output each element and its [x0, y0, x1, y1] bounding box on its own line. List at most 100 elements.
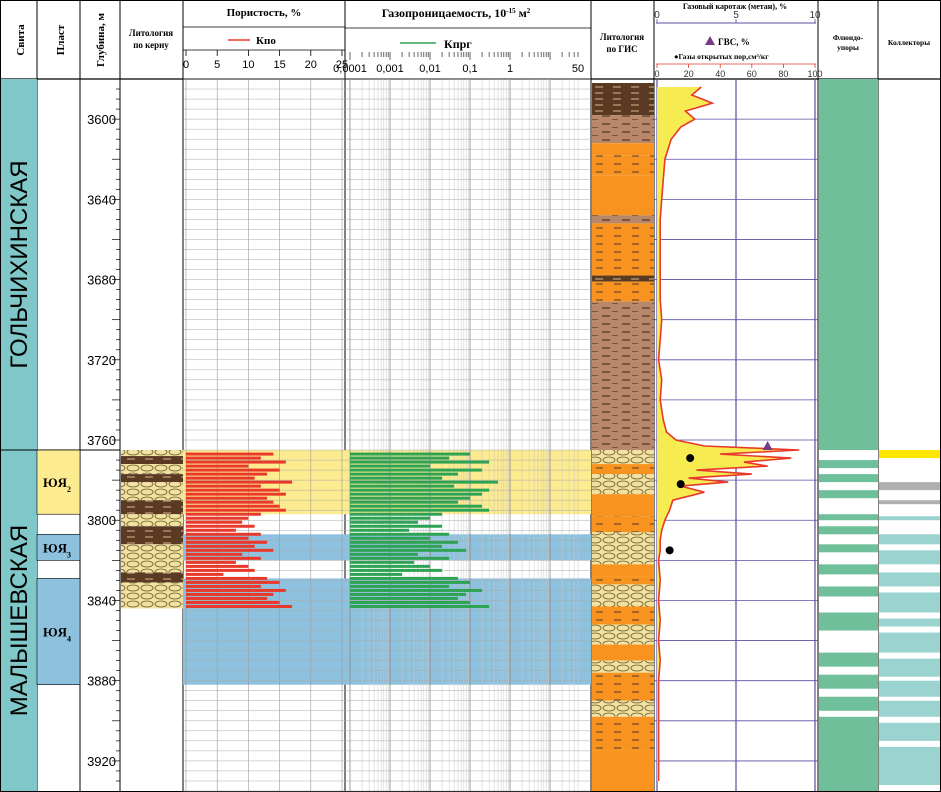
open-pore-gas-point: [686, 454, 695, 463]
perm-bar: [350, 492, 483, 496]
header-lith-core-2: по керну: [133, 40, 169, 50]
perm-bar: [350, 468, 483, 472]
porosity-bar: [186, 580, 280, 584]
gis-lith-interval: [592, 532, 654, 565]
gis-lithology-column: [592, 83, 654, 791]
formation-band: [1, 79, 37, 451]
gvs-marker: [762, 441, 773, 451]
porosity-bar: [186, 520, 243, 524]
header-fluid-1: Флюидо-: [833, 33, 864, 42]
fluid-seal-gap: [819, 450, 878, 461]
perm-bar: [350, 564, 431, 568]
collector-interval: [879, 592, 940, 613]
porosity-bar: [186, 464, 249, 468]
porosity-tick-label: 20: [305, 59, 317, 71]
gis-lith-interval: [592, 564, 654, 577]
porosity-bar: [186, 604, 293, 608]
gas-bottom-tick-label: 60: [747, 69, 757, 79]
porosity-tick-label: 0: [183, 59, 189, 71]
core-lith-interval: [121, 514, 183, 527]
collector-column: [879, 450, 940, 785]
perm-bar: [350, 584, 450, 588]
porosity-bar: [186, 460, 286, 464]
perm-bar: [350, 496, 471, 500]
porosity-bar: [186, 584, 261, 588]
porosity-bar: [186, 540, 268, 544]
gis-lith-interval: [592, 83, 654, 116]
perm-tick-label: 50: [572, 63, 584, 75]
collector-interval: [879, 632, 940, 653]
porosity-bar: [186, 496, 268, 500]
core-lith-interval: [121, 482, 183, 501]
gas-top-tick-labels: 0 5 10: [654, 10, 821, 23]
header-lith-core-1: Литология: [129, 28, 173, 38]
collector-interval: [879, 680, 940, 697]
porosity-bar: [186, 552, 243, 556]
gas-bottom-tick-label: 100: [807, 69, 822, 79]
perm-tick-label: 0,1: [462, 63, 477, 75]
perm-tick-label: 0,01: [419, 63, 440, 75]
porosity-bar: [186, 588, 286, 592]
porosity-bar: [186, 500, 274, 504]
porosity-tick-label: 5: [214, 59, 220, 71]
perm-legend-label: Кпрг: [444, 37, 472, 51]
collector-interval: [879, 572, 940, 587]
collector-interval: [879, 516, 940, 521]
perm-bar: [350, 532, 450, 536]
svita-column: ГОЛЬЧИХИНСКАЯ МАЛЫШЕВСКАЯ: [0, 79, 120, 791]
porosity-bar: [186, 476, 255, 480]
porosity-bar: [186, 504, 280, 508]
depth-label: 3920: [87, 754, 116, 769]
perm-bar: [350, 604, 490, 608]
gas-top-tick-label: 0: [654, 10, 660, 21]
porosity-bar: [186, 560, 236, 564]
perm-bar: [350, 556, 450, 560]
porosity-bar: [186, 492, 286, 496]
perm-tick-label: 1: [507, 63, 513, 75]
perm-bar: [350, 596, 458, 600]
gis-lith-interval: [592, 672, 654, 701]
perm-bar: [350, 484, 455, 488]
core-lith-interval: [121, 572, 183, 583]
perm-bar: [350, 560, 415, 564]
porosity-bar: [186, 512, 261, 516]
perm-bar: [350, 452, 471, 456]
porosity-bar: [186, 572, 224, 576]
porosity-bar: [186, 536, 249, 540]
fluid-seal-gap: [819, 468, 878, 475]
perm-bar: [350, 580, 471, 584]
fluid-seal-gap: [819, 688, 878, 697]
depth-label: 3720: [87, 353, 116, 368]
fluid-seal-gap: [819, 630, 878, 653]
perm-bar: [350, 544, 443, 548]
porosity-bar: [186, 532, 261, 536]
header-lith-gis-2: по ГИС: [606, 44, 637, 54]
core-lith-interval: [121, 500, 183, 515]
formation-band: [1, 450, 37, 791]
perm-bar: [350, 592, 467, 596]
gvs-legend-label: ГВС, %: [718, 37, 750, 47]
gas-bottom-tick-label: 40: [715, 69, 725, 79]
perm-bar: [350, 520, 418, 524]
gis-lith-interval: [592, 275, 654, 282]
layer-band: [36, 533, 81, 561]
fluid-seal-gap: [819, 482, 878, 491]
perm-tick-label: 0,001: [376, 63, 404, 75]
open-pore-gas-point: [676, 480, 685, 489]
gas-bottom-tick-label: 20: [684, 69, 694, 79]
fluid-seal-gap: [819, 498, 878, 515]
porosity-tick-label: 25: [336, 59, 348, 71]
collector-interval: [879, 482, 940, 491]
gas-log-track: [654, 79, 818, 791]
perm-bar: [350, 552, 418, 556]
gis-lith-interval: [592, 464, 654, 475]
perm-bar: [350, 568, 443, 572]
porosity-bar: [186, 564, 249, 568]
collector-interval: [879, 534, 940, 545]
depth-label: 3600: [87, 112, 116, 127]
porosity-bar: [186, 508, 286, 512]
formation-name: ГОЛЬЧИХИНСКАЯ: [6, 160, 33, 368]
porosity-legend-label: Кпо: [256, 35, 276, 47]
collector-interval: [879, 550, 940, 565]
